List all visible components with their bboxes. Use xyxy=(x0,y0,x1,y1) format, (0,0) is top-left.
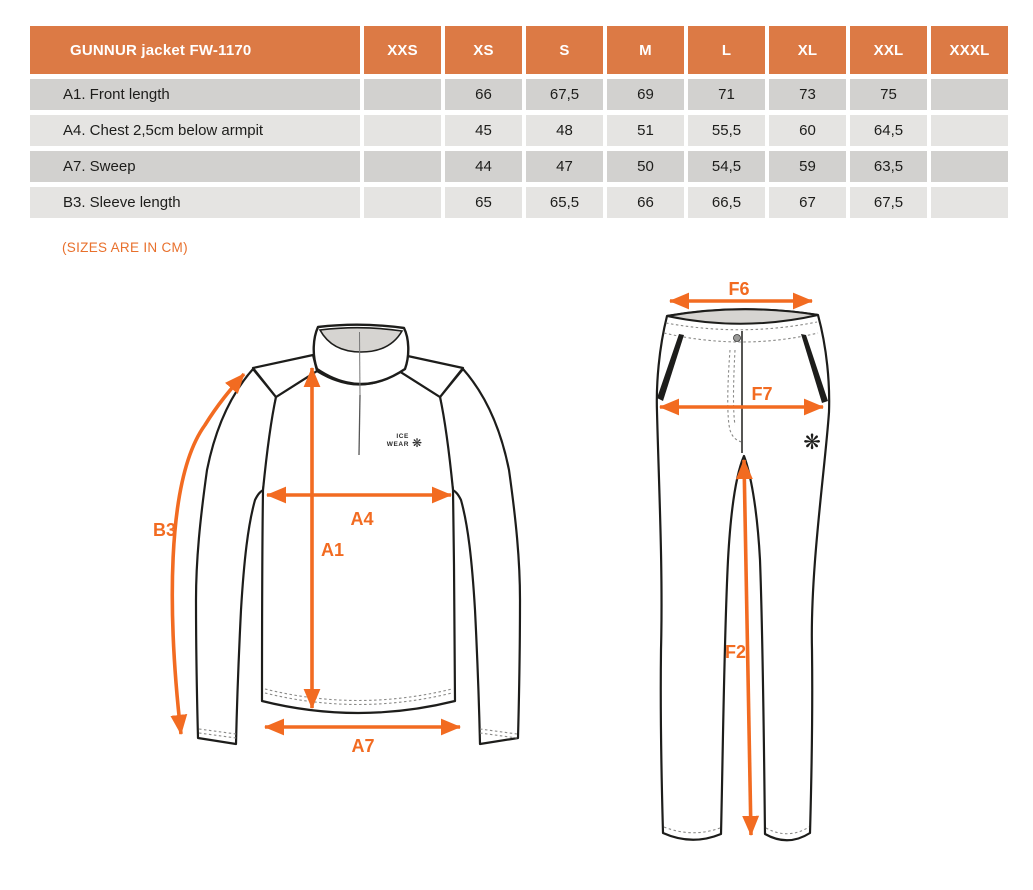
hem-stitch xyxy=(264,692,453,706)
jacket-right-sleeve xyxy=(438,367,522,746)
value-cell xyxy=(364,151,441,182)
value-cell: 51 xyxy=(607,115,684,146)
table-header-row: GUNNUR jacket FW-1170 XXS XS S M L XL XX… xyxy=(30,26,1008,74)
a4-label: A4 xyxy=(350,509,373,529)
table-row: A1. Front length 66 67,5 69 71 73 75 xyxy=(30,79,1008,110)
waistband-stitch xyxy=(663,332,819,343)
value-cell: 50 xyxy=(607,151,684,182)
size-table: GUNNUR jacket FW-1170 XXS XS S M L XL XX… xyxy=(30,26,1008,223)
value-cell: 65 xyxy=(445,187,522,218)
value-cell: 66,5 xyxy=(688,187,765,218)
row-label: A7. Sweep xyxy=(30,151,360,182)
collar-zip-line xyxy=(359,331,361,396)
value-cell: 64,5 xyxy=(850,115,927,146)
value-cell xyxy=(931,115,1008,146)
row-label: A4. Chest 2,5cm below armpit xyxy=(30,115,360,146)
right-cuff-stitch xyxy=(479,728,518,735)
f2-arrow xyxy=(735,458,760,837)
value-cell xyxy=(931,187,1008,218)
pants-drawing: ❋ F6 F7 F2 xyxy=(655,279,831,842)
header-cell-l: L xyxy=(688,26,765,74)
row-label: A1. Front length xyxy=(30,79,360,110)
value-cell: 54,5 xyxy=(688,151,765,182)
header-cell-xl: XL xyxy=(769,26,846,74)
value-cell: 69 xyxy=(607,79,684,110)
value-cell: 67,5 xyxy=(850,187,927,218)
jacket-drawing: ICE WEAR ❋ A1 A4 A7 B3 xyxy=(153,323,522,756)
value-cell: 55,5 xyxy=(688,115,765,146)
header-cell-xs: XS xyxy=(445,26,522,74)
value-cell: 60 xyxy=(769,115,846,146)
table-row: B3. Sleeve length 65 65,5 66 66,5 67 67,… xyxy=(30,187,1008,218)
table-row: A4. Chest 2,5cm below armpit 45 48 51 55… xyxy=(30,115,1008,146)
right-pocket-opening xyxy=(801,334,828,403)
value-cell xyxy=(364,115,441,146)
logo-snowflake-icon: ❋ xyxy=(412,436,422,450)
header-cell-m: M xyxy=(607,26,684,74)
jacket-body xyxy=(260,369,457,715)
logo-text-wear: WEAR xyxy=(387,441,409,448)
b3-arrow xyxy=(170,372,246,736)
value-cell: 71 xyxy=(688,79,765,110)
header-cell-xxs: XXS xyxy=(364,26,441,74)
value-cell: 66 xyxy=(445,79,522,110)
left-hem-stitch xyxy=(663,826,721,834)
value-cell: 67,5 xyxy=(526,79,603,110)
waistband-opening xyxy=(666,308,819,325)
header-cell-xxl: XXL xyxy=(850,26,927,74)
value-cell xyxy=(931,79,1008,110)
header-cell-s: S xyxy=(526,26,603,74)
value-cell: 44 xyxy=(445,151,522,182)
pants-body xyxy=(655,308,831,842)
right-cuff-stitch xyxy=(479,732,518,739)
value-cell: 67 xyxy=(769,187,846,218)
value-cell: 73 xyxy=(769,79,846,110)
value-cell: 63,5 xyxy=(850,151,927,182)
value-cell xyxy=(364,187,441,218)
logo-text-ice: ICE xyxy=(396,433,409,440)
value-cell: 65,5 xyxy=(526,187,603,218)
value-cell: 75 xyxy=(850,79,927,110)
value-cell: 47 xyxy=(526,151,603,182)
waistband-stitch xyxy=(665,321,818,331)
collar-inner xyxy=(318,326,404,353)
row-label: B3. Sleeve length xyxy=(30,187,360,218)
hem-stitch xyxy=(264,688,453,702)
f2-label: F2 xyxy=(725,642,746,662)
fly-stitch xyxy=(727,349,743,443)
f7-label: F7 xyxy=(751,384,772,404)
right-hem-stitch xyxy=(765,826,810,835)
snowflake-icon: ❋ xyxy=(803,431,821,454)
header-cell-xxxl: XXXL xyxy=(931,26,1008,74)
table-row: A7. Sweep 44 47 50 54,5 59 63,5 xyxy=(30,151,1008,182)
value-cell: 66 xyxy=(607,187,684,218)
table-title: GUNNUR jacket FW-1170 xyxy=(30,26,360,74)
zipper-line xyxy=(358,394,361,456)
sizes-in-cm-note: (SIZES ARE IN CM) xyxy=(62,240,188,255)
garment-drawings: ICE WEAR ❋ A1 A4 A7 B3 ❋ xyxy=(0,270,1033,870)
f6-label: F6 xyxy=(728,279,749,299)
icewear-logo: ICE WEAR ❋ xyxy=(387,433,422,450)
value-cell xyxy=(931,151,1008,182)
value-cell: 48 xyxy=(526,115,603,146)
fly-stitch xyxy=(732,349,736,426)
value-cell: 45 xyxy=(445,115,522,146)
value-cell: 59 xyxy=(769,151,846,182)
b3-label: B3 xyxy=(153,520,176,540)
left-pocket-opening xyxy=(657,334,684,401)
waist-button xyxy=(733,334,741,342)
a7-label: A7 xyxy=(351,736,374,756)
a1-label: A1 xyxy=(321,540,344,560)
value-cell xyxy=(364,79,441,110)
